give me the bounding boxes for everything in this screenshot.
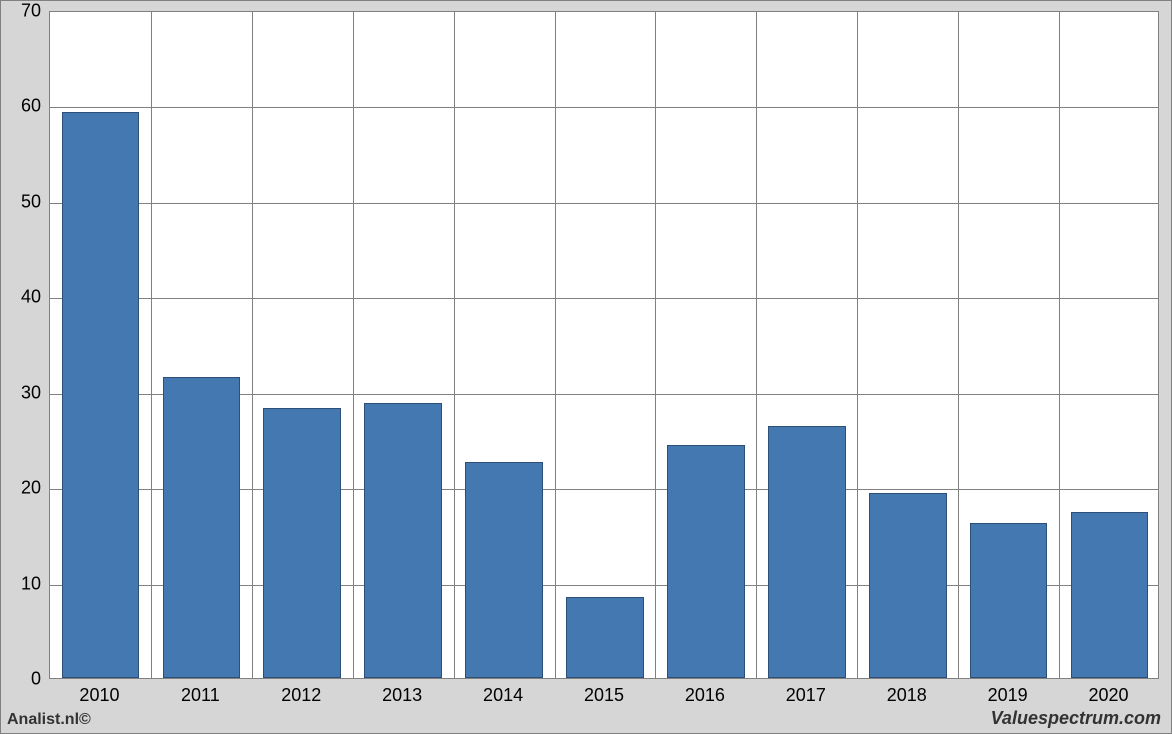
gridline-vertical — [756, 12, 757, 678]
gridline-vertical — [151, 12, 152, 678]
y-tick-label: 30 — [1, 382, 41, 403]
plot-area — [49, 11, 1159, 679]
x-tick-label: 2011 — [181, 685, 220, 706]
bar — [768, 426, 846, 678]
bar — [263, 408, 341, 678]
x-tick-label: 2018 — [887, 685, 927, 706]
footer-right-text: Valuespectrum.com — [991, 708, 1161, 729]
x-tick-label: 2015 — [584, 685, 624, 706]
y-tick-label: 40 — [1, 287, 41, 308]
x-tick-label: 2019 — [988, 685, 1028, 706]
gridline-vertical — [655, 12, 656, 678]
bar — [465, 462, 543, 678]
gridline-horizontal — [50, 203, 1158, 204]
gridline-vertical — [252, 12, 253, 678]
x-tick-label: 2016 — [685, 685, 725, 706]
bar — [667, 445, 745, 678]
gridline-vertical — [1059, 12, 1060, 678]
gridline-horizontal — [50, 107, 1158, 108]
y-tick-label: 70 — [1, 1, 41, 22]
bar — [869, 493, 947, 678]
y-tick-label: 60 — [1, 96, 41, 117]
bar — [364, 403, 442, 678]
bar — [970, 523, 1048, 678]
gridline-vertical — [353, 12, 354, 678]
x-tick-label: 2010 — [79, 685, 119, 706]
gridline-horizontal — [50, 298, 1158, 299]
gridline-vertical — [555, 12, 556, 678]
x-tick-label: 2020 — [1089, 685, 1129, 706]
bar — [163, 377, 241, 678]
y-tick-label: 50 — [1, 191, 41, 212]
y-tick-label: 0 — [1, 669, 41, 690]
bar — [62, 112, 140, 678]
x-tick-label: 2013 — [382, 685, 422, 706]
y-tick-label: 10 — [1, 573, 41, 594]
x-tick-label: 2017 — [786, 685, 826, 706]
bar — [566, 597, 644, 678]
y-tick-label: 20 — [1, 478, 41, 499]
bar — [1071, 512, 1149, 678]
gridline-vertical — [958, 12, 959, 678]
footer-left-text: Analist.nl© — [7, 711, 91, 729]
gridline-vertical — [857, 12, 858, 678]
x-tick-label: 2014 — [483, 685, 523, 706]
gridline-vertical — [454, 12, 455, 678]
chart-container: Analist.nl© Valuespectrum.com 0 10 20 30 40 5… — [0, 0, 1172, 734]
x-tick-label: 2012 — [281, 685, 321, 706]
